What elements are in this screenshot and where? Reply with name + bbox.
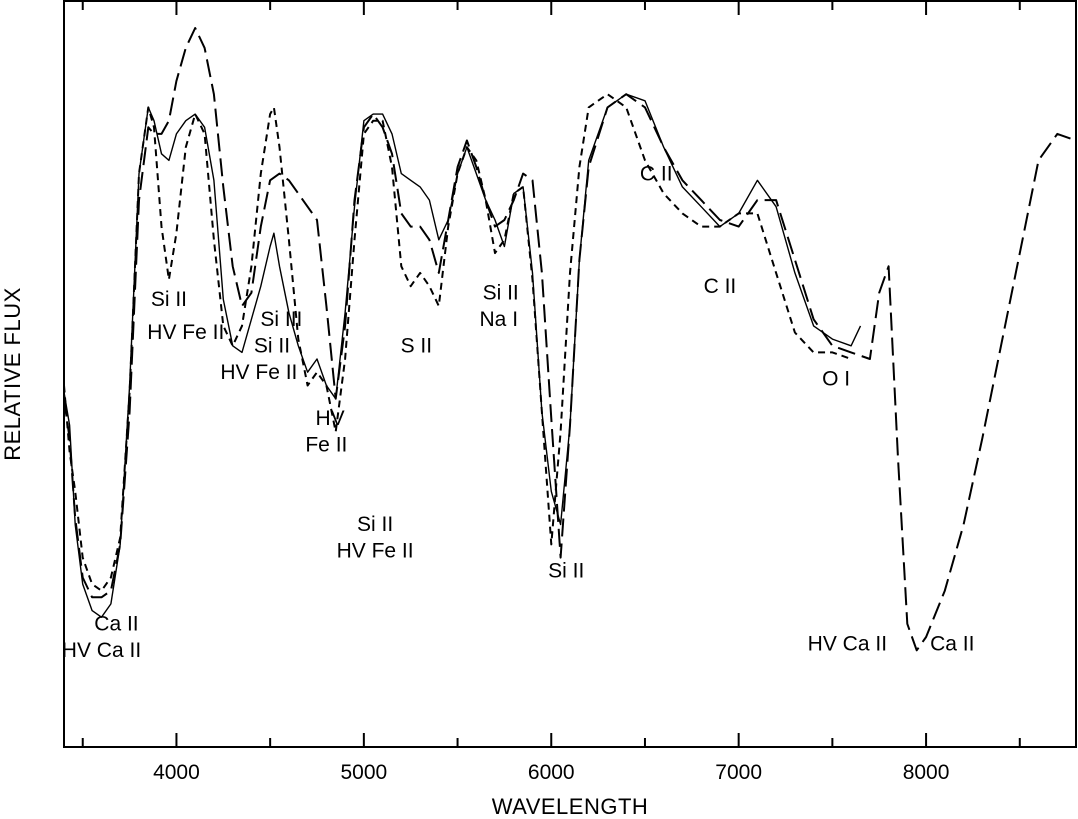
annotation-label: Ca II <box>930 632 974 655</box>
x-tick-label-5000: 5000 <box>340 761 387 784</box>
annotation-label: Si II <box>357 513 393 536</box>
x-tick-label-4000: 4000 <box>153 761 200 784</box>
annotation-label: S II <box>401 334 433 357</box>
annotation-label: Si II <box>254 334 290 357</box>
annotation-label: Si III <box>260 308 302 331</box>
series-line-short-dash <box>63 93 852 592</box>
annotation-label: Na I <box>480 308 519 331</box>
series-line-solid <box>63 93 862 618</box>
plot-frame <box>63 0 1077 748</box>
annotation-label: HV Ca II <box>808 632 887 655</box>
annotation-label: C II <box>640 162 673 185</box>
annotation-label: Ca II <box>94 612 138 635</box>
annotation-label: Si II <box>151 288 187 311</box>
annotation-label: C II <box>704 275 737 298</box>
annotation-label: HV Fe II <box>220 361 297 384</box>
series-lines <box>63 27 1077 652</box>
annotation-label: O I <box>822 367 850 390</box>
series-line-long-dash <box>63 27 1077 652</box>
x-tick-label-7000: 7000 <box>715 761 762 784</box>
line-annotations: Si II HV Fe II Si III Si II HV Fe II HV Fe II S… <box>62 162 975 662</box>
x-axis-title: WAVELENGTH <box>492 794 649 819</box>
annotation-label: Fe II <box>305 434 347 457</box>
x-axis-tick-labels: 4000 5000 6000 7000 8000 <box>153 761 949 784</box>
x-tick-label-6000: 6000 <box>528 761 575 784</box>
annotation-label: HV Fe II <box>147 321 224 344</box>
annotation-label: Si II <box>483 281 519 304</box>
x-axis-ticks <box>81 1 1021 747</box>
x-tick-label-8000: 8000 <box>903 761 950 784</box>
annotation-label: HV <box>316 407 345 430</box>
annotation-label: Si II <box>548 559 584 582</box>
annotation-label: HV Fe II <box>337 540 414 563</box>
annotation-label: HV Ca II <box>62 639 141 662</box>
y-axis-title: RELATIVE FLUX <box>0 287 25 461</box>
